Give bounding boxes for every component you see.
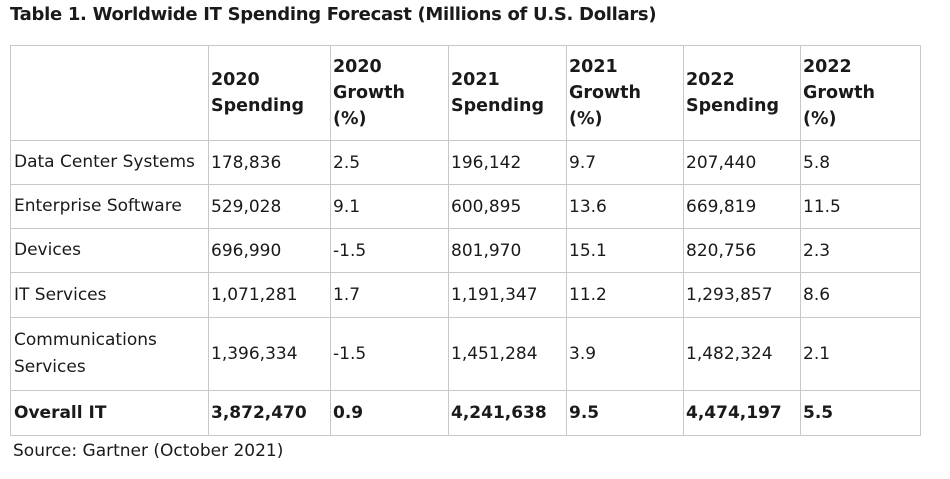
row-label: IT Services (10, 272, 209, 318)
row-label: Devices (10, 228, 209, 273)
table-row: IT Services 1,071,281 1.7 1,191,347 11.2 1,29… (10, 272, 921, 318)
table-row: Enterprise Software 529,028 9.1 600,895 13.6… (10, 184, 921, 229)
table-row: Devices 696,990 -1.5 801,970 15.1 820,756 2.3 (10, 228, 921, 273)
header-line: Growth (569, 83, 642, 103)
cell: 196,142 (448, 140, 567, 185)
table-title: Table 1. Worldwide IT Spending Forecast … (10, 4, 657, 25)
header-line: 2021 (451, 70, 500, 90)
table-row: Overall IT 3,872,470 0.9 4,241,638 9.5 4,474,… (10, 390, 921, 436)
cell: 2.1 (800, 317, 921, 391)
cell: 2.3 (800, 228, 921, 273)
cell: 15.1 (566, 228, 684, 273)
header-row: 2020 Spending 2020 Growth (%) 2021 Spending 202… (10, 45, 921, 141)
source-note: Source: Gartner (October 2021) (13, 441, 284, 461)
spending-table: 2020 Spending 2020 Growth (%) 2021 Spending 202… (10, 45, 921, 436)
header-line: Growth (333, 83, 406, 103)
table-row: Communications Services 1,396,334 -1.5 1,45… (10, 317, 921, 391)
row-label: Enterprise Software (10, 184, 209, 229)
corner-cell (10, 45, 209, 141)
cell: 820,756 (683, 228, 801, 273)
cell: 669,819 (683, 184, 801, 229)
header-line: Growth (803, 83, 876, 103)
cell: 8.6 (800, 272, 921, 318)
cell: 2.5 (330, 140, 449, 185)
header-line: (%) (333, 109, 367, 129)
header-line: 2021 (569, 57, 618, 77)
cell: 529,028 (208, 184, 331, 229)
cell: 1,396,334 (208, 317, 331, 391)
header-cell: 2020 Growth (%) (330, 45, 449, 141)
header-line: Spending (686, 96, 779, 116)
cell: 3.9 (566, 317, 684, 391)
header-line: 2022 (686, 70, 735, 90)
cell: 1,191,347 (448, 272, 567, 318)
header-line: Spending (211, 96, 304, 116)
header-cell: 2021 Spending (448, 45, 567, 141)
cell: 178,836 (208, 140, 331, 185)
cell: 4,241,638 (448, 390, 567, 436)
header-line: 2022 (803, 57, 852, 77)
header-line: (%) (569, 109, 603, 129)
cell: 0.9 (330, 390, 449, 436)
row-label: Communications Services (10, 317, 209, 391)
table-row: Data Center Systems 178,836 2.5 196,142 9.7 2… (10, 140, 921, 185)
header-line: 2020 (333, 57, 382, 77)
header-cell: 2022 Spending (683, 45, 801, 141)
row-label: Overall IT (10, 390, 209, 436)
cell: 11.5 (800, 184, 921, 229)
header-cell: 2022 Growth (%) (800, 45, 921, 141)
cell: 11.2 (566, 272, 684, 318)
header-cell: 2021 Growth (%) (566, 45, 684, 141)
cell: 1,451,284 (448, 317, 567, 391)
header-line: (%) (803, 109, 837, 129)
cell: 4,474,197 (683, 390, 801, 436)
header-cell: 2020 Spending (208, 45, 331, 141)
cell: 5.5 (800, 390, 921, 436)
cell: 5.8 (800, 140, 921, 185)
cell: 1.7 (330, 272, 449, 318)
cell: 1,071,281 (208, 272, 331, 318)
cell: 600,895 (448, 184, 567, 229)
cell: 1,293,857 (683, 272, 801, 318)
cell: 801,970 (448, 228, 567, 273)
cell: 13.6 (566, 184, 684, 229)
cell: 9.7 (566, 140, 684, 185)
row-label: Data Center Systems (10, 140, 209, 185)
cell: 1,482,324 (683, 317, 801, 391)
header-line: 2020 (211, 70, 260, 90)
cell: 207,440 (683, 140, 801, 185)
cell: 696,990 (208, 228, 331, 273)
header-line: Spending (451, 96, 544, 116)
cell: 9.5 (566, 390, 684, 436)
cell: -1.5 (330, 228, 449, 273)
cell: 3,872,470 (208, 390, 331, 436)
cell: 9.1 (330, 184, 449, 229)
cell: -1.5 (330, 317, 449, 391)
